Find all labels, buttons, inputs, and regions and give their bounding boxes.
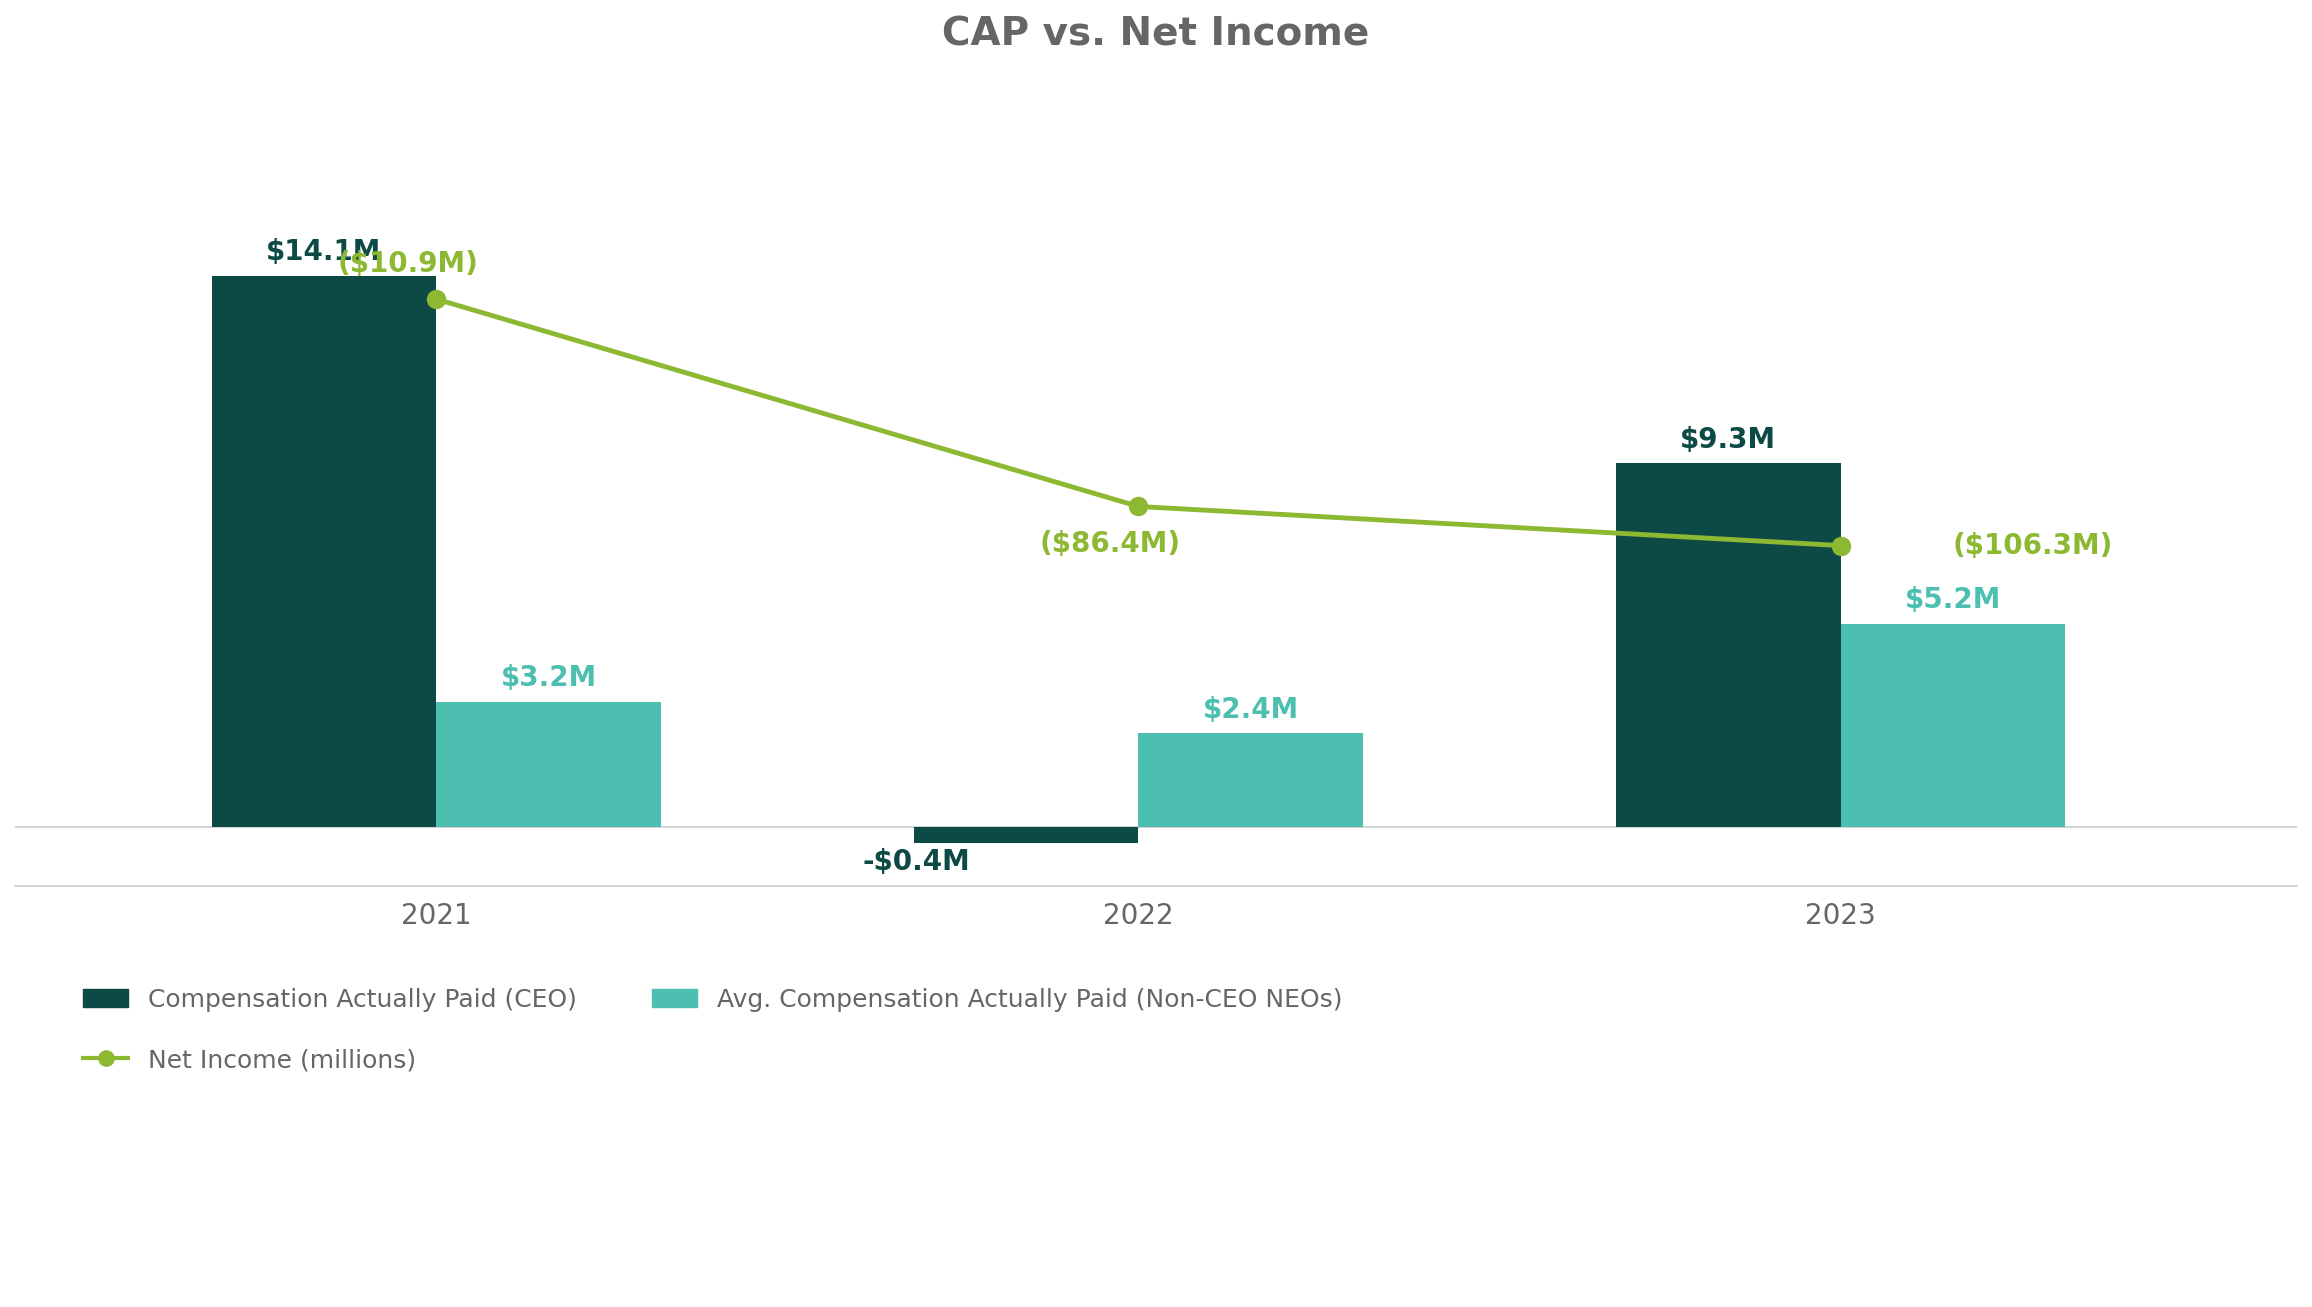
Text: ($106.3M): ($106.3M) [1954, 532, 2113, 559]
Bar [913, 827, 1138, 843]
Text: ($86.4M): ($86.4M) [1040, 529, 1181, 558]
Bar [437, 702, 661, 827]
Bar [1616, 464, 1840, 827]
Text: $9.3M: $9.3M [1681, 426, 1776, 454]
Bar [1138, 733, 1364, 827]
Legend: Net Income (millions): Net Income (millions) [74, 1038, 425, 1082]
Text: $5.2M: $5.2M [1905, 586, 2002, 614]
Bar [1840, 623, 2065, 827]
Text: $2.4M: $2.4M [1202, 695, 1299, 724]
Bar [213, 276, 437, 827]
Text: -$0.4M: -$0.4M [862, 848, 971, 876]
Text: $3.2M: $3.2M [499, 664, 596, 693]
Title: CAP vs. Net Income: CAP vs. Net Income [943, 14, 1369, 54]
Text: ($10.9M): ($10.9M) [338, 250, 479, 277]
Text: $14.1M: $14.1M [266, 238, 381, 265]
